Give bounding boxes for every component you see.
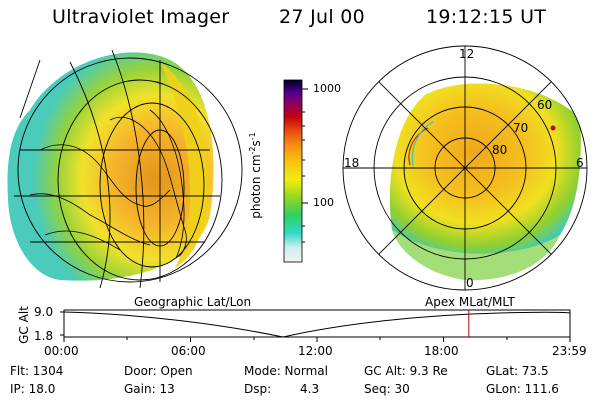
time-label: 19:12:15 UT	[426, 6, 547, 28]
unit-mid: s	[248, 140, 263, 147]
gc-altitude: GC Alt: 9.3 Re	[364, 364, 448, 378]
geographic-grid	[14, 49, 243, 289]
colorbar	[283, 79, 303, 263]
unit-exp2: -1	[247, 132, 257, 141]
timeline-tick-0000: 00:00	[44, 344, 79, 358]
geographic-caption: Geographic Lat/Lon	[134, 295, 252, 309]
unit-main: photon cm	[248, 154, 263, 219]
timeline-tick-1800: 18:00	[424, 344, 459, 358]
dsp-value: 4.3	[300, 382, 320, 396]
altitude-timeline	[60, 309, 571, 342]
timeline-ylabel: GC Alt	[16, 306, 31, 344]
lat-label-70: 70	[513, 121, 529, 135]
ip-value: IP: 18.0	[10, 382, 56, 396]
timeline-ymin: 1.8	[34, 329, 54, 343]
flight-number: Flt: 1304	[10, 364, 64, 378]
earth-image	[7, 52, 214, 281]
mlt-label-18: 18	[344, 156, 360, 170]
lat-label-60: 60	[537, 98, 553, 112]
polar-plot	[342, 45, 588, 291]
door-status: Door: Open	[124, 364, 193, 378]
geo-latitude: GLat: 73.5	[486, 364, 549, 378]
colorbar-tick-1000: 1000	[313, 82, 341, 95]
gain-value: Gain: 13	[124, 382, 175, 396]
timeline-tick-0600: 06:00	[171, 344, 206, 358]
colorbar-unit-label: photon cm-2s-1	[248, 132, 263, 219]
timeline-tick-1200: 12:00	[298, 344, 333, 358]
dsp-label: Dsp:	[244, 382, 272, 396]
colorbar-tick-100: 100	[313, 196, 334, 209]
mlt-label-12: 12	[459, 47, 475, 61]
date-label: 27 Jul 00	[279, 6, 366, 28]
apex-caption: Apex MLat/MLT	[425, 295, 515, 309]
sequence-number: Seq: 30	[364, 382, 410, 396]
mlt-label-0: 0	[466, 276, 474, 290]
mode-value: Mode: Normal	[244, 364, 328, 378]
colorbar-ticks	[302, 88, 308, 243]
unit-exp1: -2	[247, 146, 257, 155]
mlt-label-6: 6	[576, 156, 584, 170]
lat-label-80: 80	[492, 143, 508, 157]
title: Ultraviolet Imager	[52, 6, 230, 28]
geo-longitude: GLon: 111.6	[486, 382, 559, 396]
timeline-ymax: 9.0	[34, 305, 54, 319]
timeline-tick-2359: 23:59	[552, 344, 587, 358]
